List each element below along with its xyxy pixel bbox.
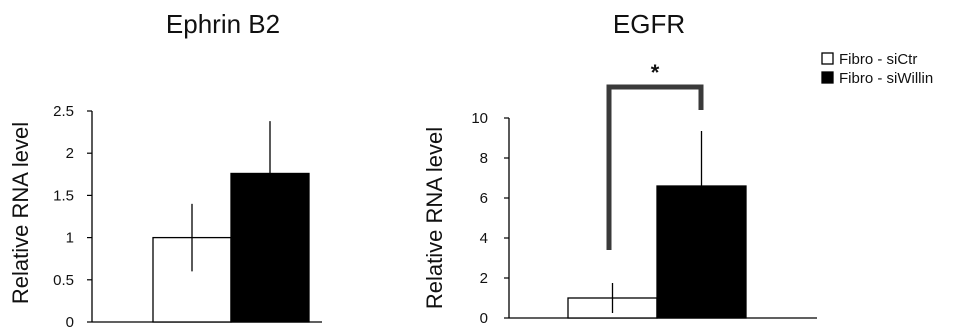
legend: Fibro - siCtr Fibro - siWillin <box>821 51 933 87</box>
significance-line <box>606 84 704 250</box>
y-tick-label: 2 <box>66 145 74 162</box>
y-tick-label: 1 <box>66 230 74 247</box>
y-tick-label: 4 <box>480 230 488 247</box>
significance-bracket: * <box>606 60 704 250</box>
y-tick-label: 0.5 <box>53 272 74 289</box>
y-tick-label: 10 <box>471 110 488 127</box>
y-tick-label: 8 <box>480 150 488 167</box>
y-tick-label: 1.5 <box>53 187 74 204</box>
y-tick-label: 2 <box>480 270 488 287</box>
legend-label-siWillin: Fibro - siWillin <box>839 70 933 87</box>
y-tick-labels: 0 2 4 6 8 10 <box>471 110 488 327</box>
chart-panel-egfr: EGFR Relative RNA level 0 2 4 6 8 10 * <box>422 9 817 327</box>
legend-swatch-siCtr <box>821 52 834 65</box>
legend-swatch-siWillin <box>821 71 834 84</box>
y-tick-labels: 0 0.5 1 1.5 2 2.5 <box>53 103 74 331</box>
significance-marker: * <box>651 60 660 85</box>
bars <box>152 121 310 323</box>
y-tick-label: 0 <box>480 310 488 327</box>
y-tick-label: 2.5 <box>53 103 74 120</box>
chart-title: EGFR <box>613 9 685 39</box>
y-tick-label: 0 <box>66 314 74 331</box>
chart-panel-ephrin-b2: Ephrin B2 Relative RNA level 0 0.5 1 1.5 2 2.… <box>8 9 322 331</box>
y-tick-label: 6 <box>480 190 488 207</box>
bars <box>567 131 747 319</box>
legend-label-siCtr: Fibro - siCtr <box>839 51 917 68</box>
y-axis-label: Relative RNA level <box>422 127 447 309</box>
chart-title: Ephrin B2 <box>166 9 280 39</box>
y-axis-label: Relative RNA level <box>8 122 33 304</box>
